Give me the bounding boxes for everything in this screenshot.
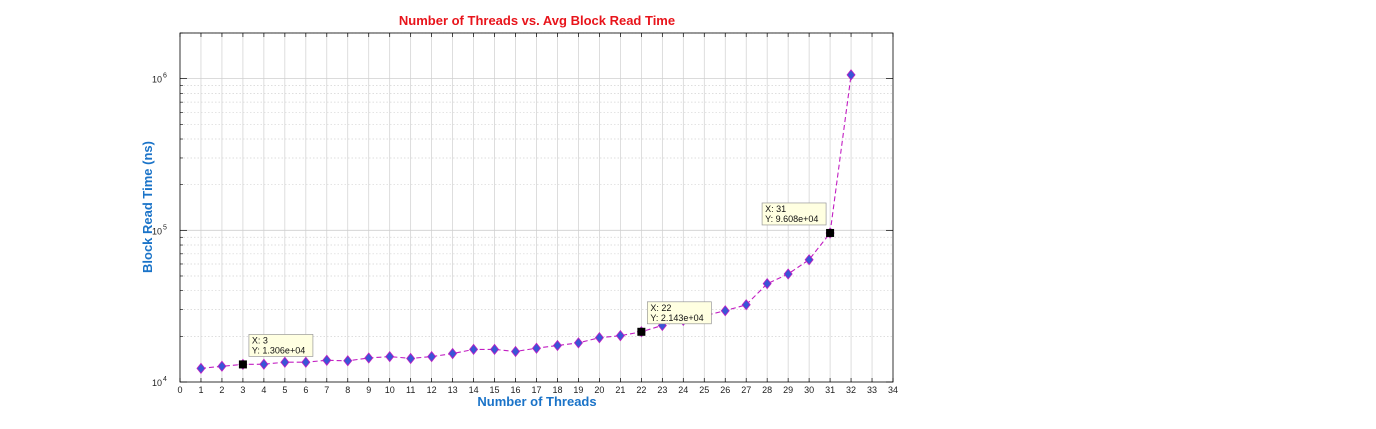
x-tick-label: 8 xyxy=(345,385,350,395)
x-tick-label: 25 xyxy=(699,385,709,395)
data-point xyxy=(573,337,583,349)
datatip-marker xyxy=(637,327,646,336)
data-point xyxy=(511,345,521,358)
data-point xyxy=(594,332,604,344)
y-tick-label: 10 xyxy=(152,226,162,236)
x-tick-label: 6 xyxy=(303,385,308,395)
y-tick-label: 10 xyxy=(152,378,162,388)
x-tick-label: 28 xyxy=(762,385,772,395)
x-tick-label: 16 xyxy=(511,385,521,395)
x-tick-label: 34 xyxy=(888,385,898,395)
ticks: 0 1 2 3 4 5 6 7 8 9 10 11 12 13 14 15 16 17 18 19 20 21 22 23 24… xyxy=(152,32,898,395)
x-axis-label: Number of Threads xyxy=(477,394,596,409)
x-tick-label: 18 xyxy=(552,385,562,395)
data-point xyxy=(720,305,730,317)
x-tick-label: 26 xyxy=(720,385,730,395)
datatip-marker xyxy=(826,228,835,237)
data-point xyxy=(741,299,751,311)
x-tick-label: 9 xyxy=(366,385,371,395)
x-tick-label: 2 xyxy=(219,385,224,395)
data-point xyxy=(846,69,856,81)
y-tick-label: 10 xyxy=(152,75,162,85)
y-tick-exponent: 5 xyxy=(163,224,167,231)
x-tick-label: 1 xyxy=(198,385,203,395)
datatip-box xyxy=(761,202,827,226)
x-tick-label: 22 xyxy=(636,385,646,395)
datatips: X: 3Y: 1.306e+04 X: 22Y: 2.143e+04 X: 31Y:… xyxy=(238,202,835,369)
x-tick-label: 17 xyxy=(531,385,541,395)
data-point xyxy=(322,354,332,366)
x-tick-label: 10 xyxy=(385,385,395,395)
data-point xyxy=(448,347,458,360)
data-point xyxy=(762,278,772,290)
datatip-x-text: X: 22 xyxy=(650,303,671,313)
datatip-marker xyxy=(238,360,247,369)
x-tick-label: 11 xyxy=(406,385,415,395)
data-point xyxy=(259,358,269,370)
data-point xyxy=(804,254,814,266)
x-tick-label: 15 xyxy=(490,385,500,395)
datatip-box xyxy=(647,301,712,325)
x-tick-label: 13 xyxy=(448,385,458,395)
y-tick-exponent: 6 xyxy=(163,73,167,80)
x-tick-label: 30 xyxy=(804,385,814,395)
x-tick-label: 7 xyxy=(324,385,329,395)
series-group xyxy=(196,69,856,375)
x-tick-label: 31 xyxy=(825,385,835,395)
y-axis-label: Block Read Time (ns) xyxy=(140,141,155,273)
chart-title: Number of Threads vs. Avg Block Read Tim… xyxy=(399,13,675,28)
x-tick-label: 0 xyxy=(177,385,182,395)
data-point xyxy=(385,350,395,363)
y-tick-exponent: 4 xyxy=(163,376,167,383)
data-point xyxy=(301,356,311,368)
x-tick-label: 14 xyxy=(469,385,479,395)
data-point xyxy=(217,360,227,372)
datatip-y-text: Y: 2.143e+04 xyxy=(650,313,703,323)
x-tick-label: 4 xyxy=(261,385,266,395)
series-line xyxy=(200,74,852,369)
datatip-x-text: X: 31 xyxy=(765,204,786,214)
x-tick-label: 23 xyxy=(657,385,667,395)
data-point xyxy=(196,362,206,375)
data-point xyxy=(552,339,562,352)
data-point xyxy=(531,342,542,354)
x-tick-label: 27 xyxy=(741,385,751,395)
x-tick-label: 20 xyxy=(594,385,604,395)
datatip-y-text: Y: 9.608e+04 xyxy=(765,214,818,224)
datatip-box xyxy=(248,334,314,357)
data-point xyxy=(343,355,353,367)
x-tick-label: 32 xyxy=(846,385,856,395)
data-point xyxy=(364,352,374,364)
data-point xyxy=(406,352,416,365)
x-tick-label: 19 xyxy=(573,385,583,395)
data-point xyxy=(469,343,479,356)
x-tick-label: 5 xyxy=(282,385,287,395)
data-point xyxy=(615,330,625,342)
data-point xyxy=(427,350,437,363)
datatip-y-text: Y: 1.306e+04 xyxy=(252,345,305,355)
x-tick-label: 12 xyxy=(427,385,437,395)
datatip-x-text: X: 3 xyxy=(252,335,268,345)
x-tick-label: 29 xyxy=(783,385,793,395)
x-tick-label: 33 xyxy=(867,385,877,395)
x-tick-label: 21 xyxy=(615,385,625,395)
data-point xyxy=(783,268,793,280)
x-tick-label: 3 xyxy=(240,385,245,395)
x-tick-label: 24 xyxy=(678,385,688,395)
data-point xyxy=(280,356,290,368)
data-point xyxy=(490,343,500,356)
